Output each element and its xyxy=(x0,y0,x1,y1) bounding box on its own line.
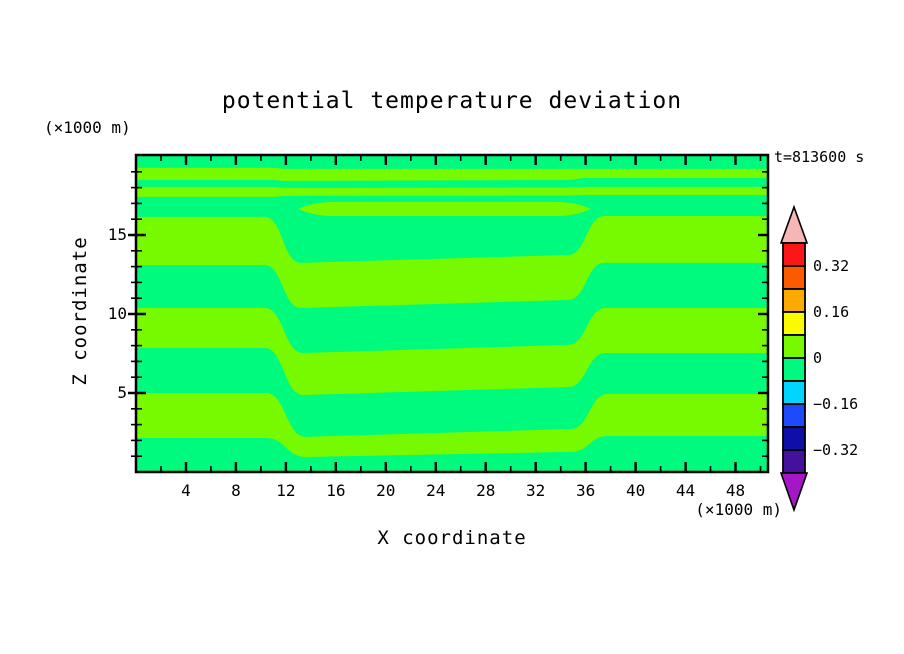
colorbar-cell xyxy=(782,426,806,451)
colorbar-cell xyxy=(782,449,806,474)
x-axis-title: X coordinate xyxy=(377,527,527,549)
x-tick-label: 4 xyxy=(181,481,191,500)
y-axis-unit-label: (×1000 m) xyxy=(44,118,131,137)
time-label: t=813600 s xyxy=(774,148,865,166)
x-tick-label: 48 xyxy=(725,481,746,500)
colorbar-cell xyxy=(782,242,806,267)
colorbar-arrow-down xyxy=(779,472,809,513)
x-tick-label: 36 xyxy=(576,481,596,500)
chart-title: potential temperature deviation xyxy=(221,88,683,114)
colorbar-cell xyxy=(782,380,806,405)
positive-contour-lens xyxy=(298,201,591,216)
x-tick-label: 24 xyxy=(426,481,446,500)
colorbar-label: 0.32 xyxy=(813,257,850,275)
plot-border xyxy=(134,153,770,474)
positive-contour-band-4 xyxy=(136,393,768,457)
positive-contour-band-0 xyxy=(136,167,768,181)
contour-plot xyxy=(128,153,770,474)
colorbar-cell xyxy=(782,403,806,428)
colorbar-cell xyxy=(782,357,806,382)
x-tick-label: 8 xyxy=(231,481,241,500)
y-tick-label: 5 xyxy=(117,382,127,402)
colorbar-arrow-up xyxy=(779,204,809,244)
colorbar-label: 0.16 xyxy=(813,303,850,321)
colorbar-cell xyxy=(782,311,806,336)
x-tick-label: 44 xyxy=(675,481,696,500)
positive-contour-band-3 xyxy=(136,308,768,395)
colorbar-cell xyxy=(782,265,806,290)
positive-contour-band-1 xyxy=(136,186,768,197)
x-axis-unit-label: (×1000 m) xyxy=(695,500,782,519)
y-tick-label: 15 xyxy=(107,224,127,244)
colorbar xyxy=(779,204,809,513)
x-tick-label: 12 xyxy=(276,481,296,500)
colorbar-label: −0.16 xyxy=(813,395,859,413)
colorbar-label: 0 xyxy=(813,349,823,367)
colorbar-cell xyxy=(782,334,806,359)
positive-contour-band-2 xyxy=(136,216,768,308)
x-tick-label: 32 xyxy=(526,481,546,500)
colorbar-label: −0.32 xyxy=(813,441,859,459)
colorbar-cell xyxy=(782,288,806,313)
x-tick-label: 40 xyxy=(625,481,646,500)
x-tick-label: 16 xyxy=(326,481,346,500)
y-axis-title: Z coordinate xyxy=(69,236,91,386)
x-tick-label: 20 xyxy=(376,481,396,500)
y-tick-label: 10 xyxy=(107,303,127,323)
x-tick-label: 28 xyxy=(476,481,496,500)
